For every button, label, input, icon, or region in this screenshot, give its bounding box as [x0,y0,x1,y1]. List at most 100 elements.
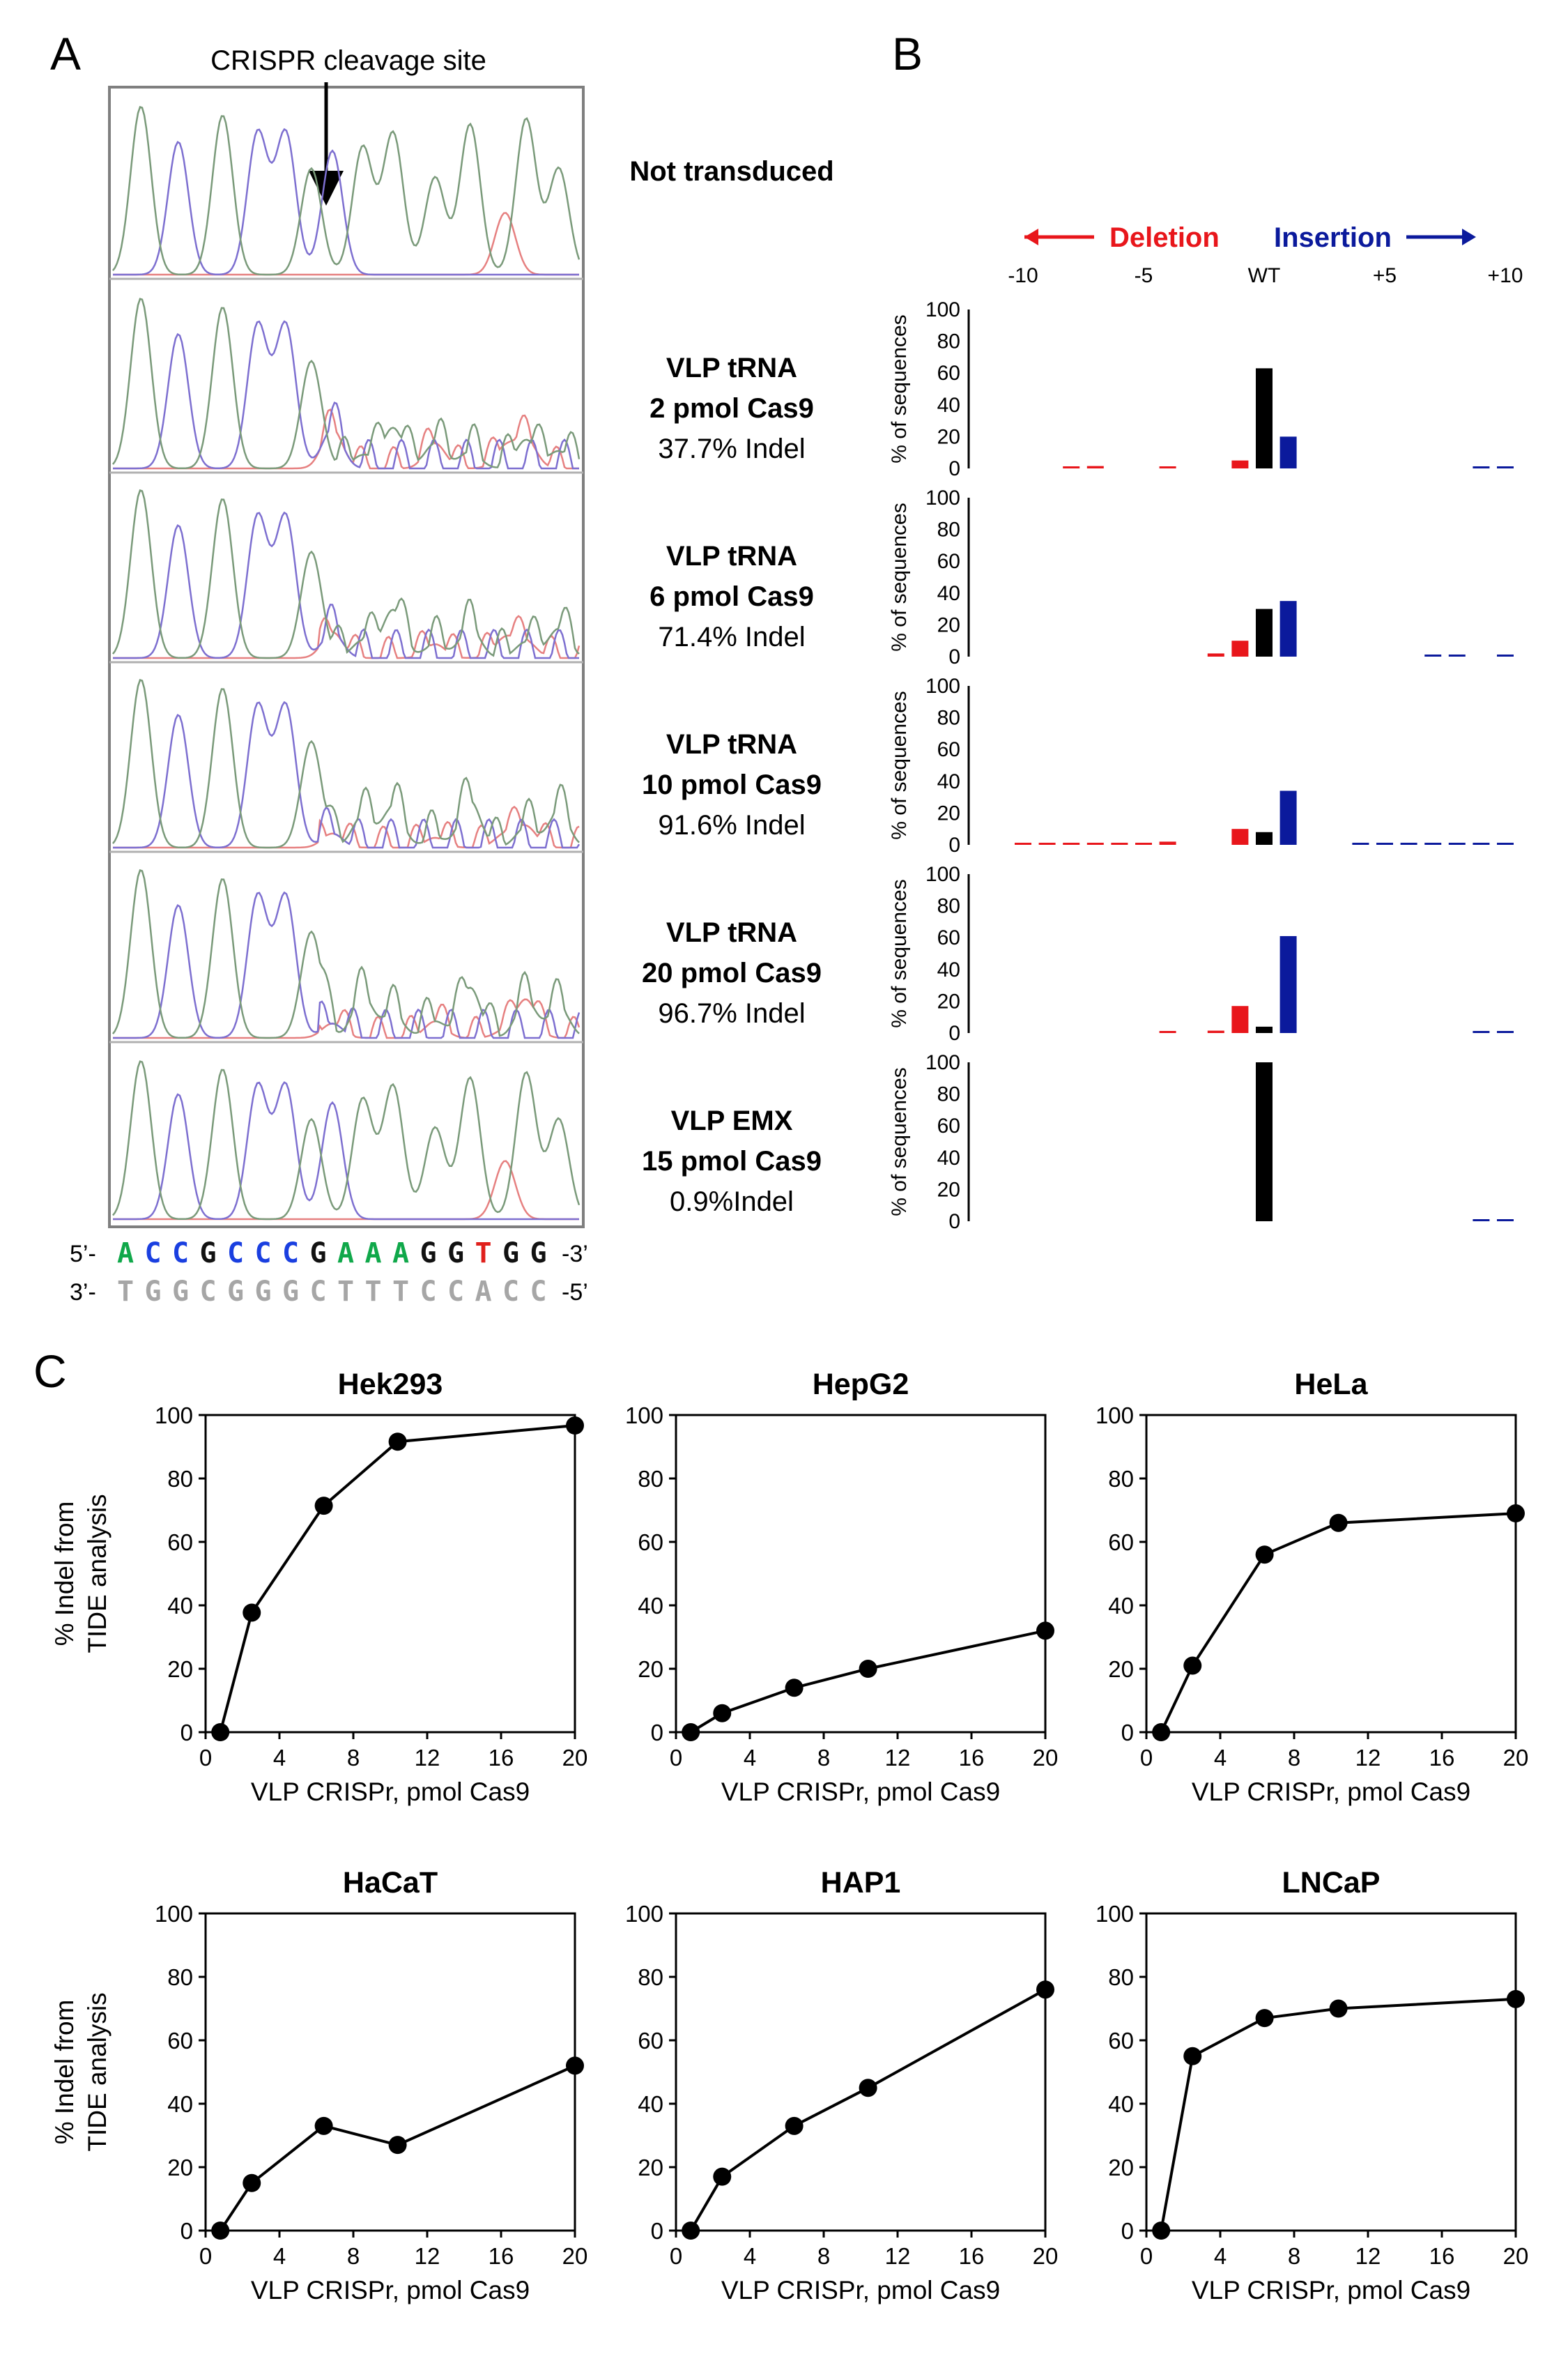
b-ylabel: % of sequences [888,1067,911,1216]
c-ytick-label: 40 [638,1593,663,1619]
b-chart-2: 0 20 40 60 80 100 % of sequences [888,487,1514,668]
b-ytick-label: 40 [937,770,960,793]
c-series-line [219,1424,576,1733]
b-bar [1207,1030,1224,1033]
c-xtick-label: 16 [489,2243,514,2269]
c-ytick-label: 80 [638,1466,663,1492]
b-bar [1231,1006,1249,1033]
b-bar [1256,1026,1273,1033]
c-chart-title: HeLa [1294,1368,1368,1401]
seq-bottom-base: A [475,1276,491,1308]
c-data-point [566,1416,584,1435]
trace-line-g [112,105,581,276]
b-xtick-label: +10 [1488,264,1523,287]
c-xtick-label: 12 [885,2243,911,2269]
c-xtick-label: 8 [817,2243,830,2269]
c-data-point [1183,2047,1202,2065]
c-xlabel: VLP CRISPr, pmol Cas9 [1192,2276,1470,2304]
seq-top-base: C [254,1237,271,1269]
b-bar [1086,843,1104,845]
sample-label-line: VLP tRNA [666,353,797,383]
seq-bottom-base: G [227,1276,244,1308]
c-xtick-label: 12 [1355,2243,1381,2269]
b-bar [1279,601,1297,657]
c-xtick-label: 12 [885,1745,911,1771]
c-plot-frame [204,1414,576,1734]
c-ytick-label: 60 [638,1529,663,1555]
b-bar [1448,843,1466,845]
c-chart-title: HepG2 [813,1368,909,1401]
b-bar [1376,843,1393,845]
b-ytick-label: 60 [937,1115,960,1138]
c-plot-frame [675,1912,1047,2232]
trace-line-b [113,701,581,849]
c-ytick-label: 80 [1108,1964,1134,1990]
c-xtick-label: 8 [1288,2243,1300,2269]
c-ytick-label: 40 [1108,1593,1134,1619]
c-ytick-label: 60 [1108,1529,1134,1555]
c-xtick-label: 20 [562,2243,588,2269]
c-data-point [1152,1723,1171,1741]
c-ytick-label: 80 [1108,1466,1134,1492]
c-xtick-label: 20 [1503,2243,1529,2269]
dna-sequence: 5’-3’-A C C G C C C G A A A G G T G GT G G C G G G C T T T C C A C C-3… [70,1237,588,1308]
b-ytick-label: 0 [948,1210,960,1233]
seq-bottom-base: T [117,1276,134,1308]
c-xtick-label: 0 [670,1745,682,1771]
c-ytick-label: 0 [180,2218,193,2244]
c-xtick-label: 0 [199,2243,212,2269]
seq-top-base: T [475,1237,491,1269]
c-data-point [243,1603,261,1622]
b-bar [1473,1219,1490,1221]
c-xlabel: VLP CRISPr, pmol Cas9 [251,2276,530,2304]
panel-label-b: B [892,28,923,79]
seq-bottom-base: T [392,1276,409,1308]
c-xtick-label: 20 [1033,1745,1059,1771]
c-xlabel: VLP CRISPr, pmol Cas9 [1192,1778,1470,1806]
insertion-label: Insertion [1274,222,1392,253]
c-plot-frame [1145,1414,1517,1734]
cleavage-site-label: CRISPR cleavage site [210,45,486,76]
b-bar [1256,609,1273,657]
panel-b-indel-distribution: Deletion Insertion -10 -5 WT +5 +10 0 20 40 60 8… [888,222,1523,1233]
b-bar [1279,436,1297,468]
trace-line-b [113,891,581,1039]
c-xtick-label: 4 [273,1745,286,1771]
c-data-point [1507,1504,1525,1523]
b-bar [1448,655,1466,657]
sample-label-line: 37.7% Indel [658,434,805,464]
c-data-point [1036,1621,1054,1640]
c-data-point [1183,1656,1202,1675]
b-bar [1111,843,1128,845]
seq-bottom-base: G [254,1276,271,1308]
c-xtick-label: 20 [1503,1745,1529,1771]
c-ytick-label: 60 [167,1529,193,1555]
c-data-point [859,2079,877,2097]
panel-label-a: A [50,28,81,79]
b-bar [1473,1031,1490,1033]
c-ytick-label: 60 [638,2028,663,2054]
b-bar [1497,1031,1514,1033]
c-xtick-label: 8 [1288,1745,1300,1771]
seq-top-base: G [502,1237,519,1269]
b-ytick-label: 100 [925,1051,960,1074]
seq-bottom-base: C [309,1276,326,1308]
seq-bottom-base: G [144,1276,161,1308]
trace-line-b [113,1081,579,1221]
trace-line-r [113,212,579,276]
seq-top-base: C [282,1237,299,1269]
c-series-line [690,1629,1046,1734]
c-chart-3: HeLa 0 20 40 60 80 100 0 4 8 12 16 20 VLP CRISPr, pmo… [1096,1368,1528,1806]
c-xtick-label: 8 [347,1745,360,1771]
trace-line-r [113,805,580,849]
c-series-line [1160,1997,1516,2231]
trace-line-g [112,489,580,659]
sample-label-line: VLP EMX [671,1106,793,1136]
seq-bottom-prefix: 3’- [70,1279,96,1306]
b-bar [1352,843,1369,845]
c-ytick-label: 80 [638,1964,663,1990]
b-ytick-label: 0 [948,834,960,857]
c-xtick-label: 16 [1429,1745,1455,1771]
trace-line-g [112,1060,581,1221]
c-ylabel-line1: % Indel from [50,2000,79,2145]
